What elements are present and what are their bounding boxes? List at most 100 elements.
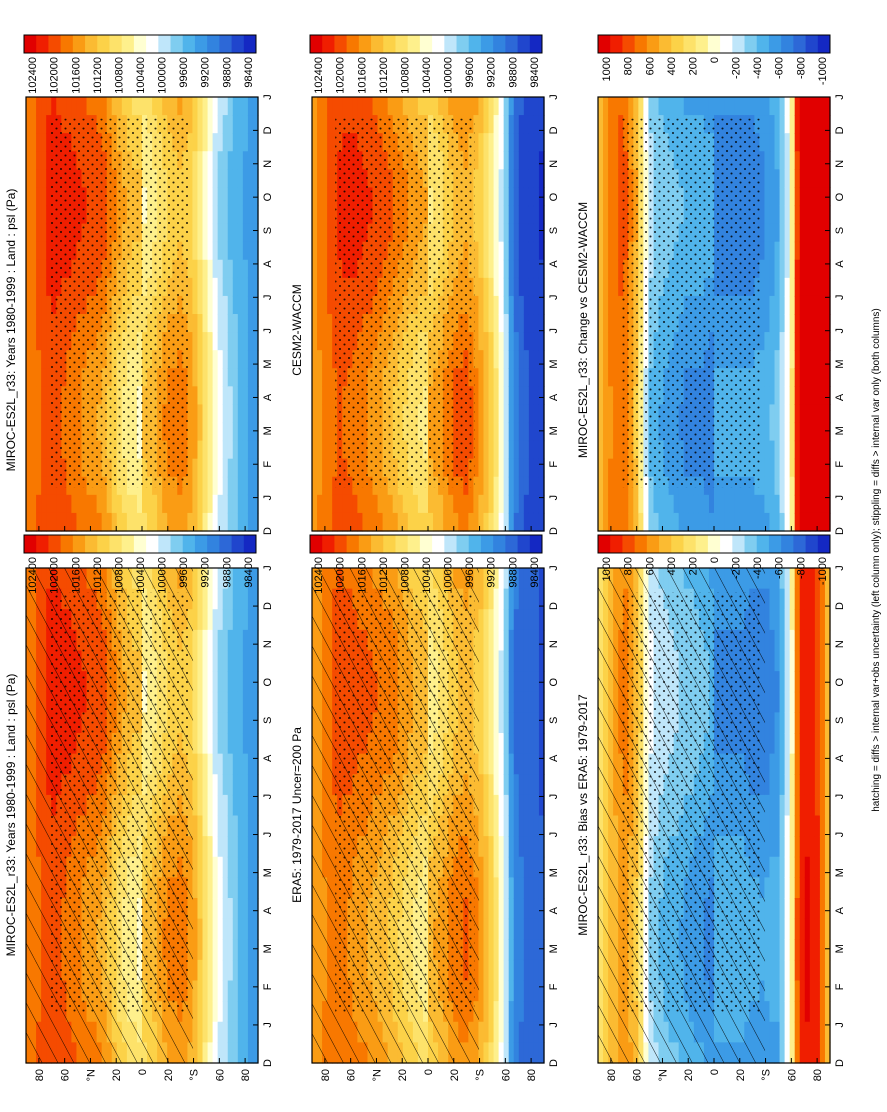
heatmap-cell xyxy=(528,259,535,279)
heatmap-cell xyxy=(473,512,480,532)
heatmap-cell xyxy=(518,753,525,775)
heatmap-cell xyxy=(493,169,500,189)
heatmap-cell xyxy=(197,115,204,134)
heatmap-cell xyxy=(247,959,254,982)
heatmap-cell xyxy=(503,404,510,424)
heatmap-cell xyxy=(227,794,234,817)
heatmap-cell xyxy=(312,277,318,297)
heatmap-cell xyxy=(207,97,214,116)
heatmap-cell xyxy=(237,980,244,1002)
heatmap-cell xyxy=(528,939,535,961)
heatmap-cell xyxy=(207,712,214,734)
heatmap-cell xyxy=(212,1042,219,1064)
heatmap-cell xyxy=(207,939,214,961)
heatmap-cell xyxy=(488,774,495,796)
heatmap-cell xyxy=(242,133,249,152)
heatmap-cell xyxy=(222,223,229,243)
heatmap-cell xyxy=(473,494,480,514)
heatmap-cell xyxy=(46,458,52,478)
heatmap-cell xyxy=(192,898,199,920)
heatmap-cell xyxy=(106,97,113,116)
heatmap-cell xyxy=(217,609,224,631)
heatmap-cell xyxy=(36,314,42,333)
heatmap-cell xyxy=(528,959,535,982)
heatmap-cell xyxy=(347,494,353,514)
heatmap-cell xyxy=(207,205,214,225)
heatmap-cell xyxy=(217,1021,224,1043)
heatmap-cell xyxy=(252,609,259,631)
heatmap-cell xyxy=(207,115,214,134)
heatmap-cell xyxy=(242,332,249,351)
heatmap-cell xyxy=(332,205,338,225)
heatmap-cell xyxy=(207,151,214,170)
heatmap-cell xyxy=(222,169,229,189)
heatmap-cell xyxy=(523,629,530,652)
heatmap-cell xyxy=(473,332,480,351)
heatmap-cell xyxy=(317,295,323,315)
heatmap-cell xyxy=(508,458,515,478)
heatmap-cell xyxy=(478,1042,485,1064)
heatmap-cell xyxy=(488,350,495,369)
heatmap-cell xyxy=(327,350,333,369)
heatmap-cell xyxy=(317,440,323,460)
heatmap-cell xyxy=(247,512,254,532)
heatmap-cell xyxy=(488,691,495,713)
heatmap-cell xyxy=(503,650,510,672)
heatmap-cell xyxy=(533,836,540,858)
heatmap-cell xyxy=(518,588,525,610)
heatmap-cell xyxy=(237,476,244,496)
heatmap-cell xyxy=(513,169,520,189)
heatmap-cell xyxy=(498,223,505,243)
heatmap-cell xyxy=(327,97,333,116)
heatmap-cell xyxy=(202,151,209,170)
heatmap-cell xyxy=(26,494,32,514)
heatmap-cell xyxy=(518,223,525,243)
heatmap-cell xyxy=(152,494,158,514)
heatmap-cell xyxy=(227,332,234,351)
heatmap-cell xyxy=(202,774,209,796)
heatmap-cell xyxy=(322,187,328,207)
heatmap-cell xyxy=(242,898,249,920)
heatmap-cell xyxy=(207,476,214,496)
heatmap-cell xyxy=(126,494,133,514)
heatmap-cell xyxy=(197,898,204,920)
heatmap-cell xyxy=(533,422,540,442)
heatmap-cell xyxy=(232,959,239,982)
heatmap-cell xyxy=(483,774,490,796)
heatmap-cell xyxy=(237,856,244,878)
heatmap-cell xyxy=(498,1001,505,1023)
heatmap-cell xyxy=(528,815,535,837)
heatmap-cell xyxy=(237,277,244,297)
heatmap-cell xyxy=(202,959,209,982)
heatmap-cell xyxy=(372,512,379,532)
heatmap-cell xyxy=(142,512,148,532)
heatmap-cell xyxy=(523,277,530,297)
heatmap-cell xyxy=(312,187,318,207)
heatmap-cell xyxy=(207,512,214,532)
heatmap-cell xyxy=(237,97,244,116)
heatmap-cell xyxy=(222,733,229,755)
heatmap-cell xyxy=(518,629,525,652)
heatmap-cell xyxy=(247,277,254,297)
heatmap-cell xyxy=(488,877,495,899)
heatmap-cell xyxy=(513,295,520,315)
heatmap-cell xyxy=(498,241,505,261)
heatmap-cell xyxy=(232,115,239,134)
heatmap-cell xyxy=(192,133,199,152)
heatmap-cell xyxy=(222,898,229,920)
heatmap-cell xyxy=(523,151,530,170)
heatmap-cell xyxy=(207,223,214,243)
heatmap-cell xyxy=(207,980,214,1002)
heatmap-cell xyxy=(518,169,525,189)
heatmap-cell xyxy=(523,588,530,610)
heatmap-cell xyxy=(217,494,224,514)
heatmap-cell xyxy=(332,512,338,532)
month-tick-label: D xyxy=(548,527,560,535)
heatmap-cell xyxy=(222,458,229,478)
heatmap-cell xyxy=(493,368,500,387)
heatmap-cell xyxy=(46,476,52,496)
heatmap-cell xyxy=(197,650,204,672)
heatmap-cell xyxy=(498,512,505,532)
heatmap-cell xyxy=(252,774,259,796)
heatmap-cell xyxy=(478,404,485,424)
